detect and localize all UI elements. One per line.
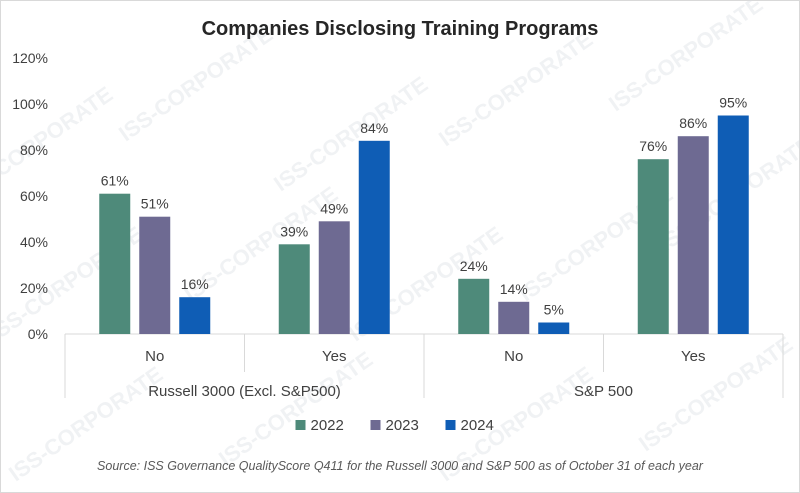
data-label: 49% <box>320 200 348 216</box>
legend-swatch <box>295 420 306 430</box>
axes: 0% 20% 40% 60% 80% 100% 120% Russell 3000 (Excl… <box>12 50 784 400</box>
bar <box>139 216 171 334</box>
bar <box>717 115 749 334</box>
chart-title: Companies Disclosing Training Programs <box>202 18 599 40</box>
y-tick-label: 40% <box>20 234 48 250</box>
data-label: 76% <box>639 138 667 154</box>
data-label: 5% <box>544 302 564 318</box>
bar <box>179 297 211 334</box>
y-tick-label: 120% <box>12 50 48 66</box>
category-label: Yes <box>681 348 705 365</box>
legend-label: 2023 <box>386 417 419 434</box>
legend: 2022 2023 2024 <box>295 417 494 434</box>
bar <box>637 159 669 334</box>
y-tick-label: 60% <box>20 188 48 204</box>
y-tick-label: 80% <box>20 142 48 158</box>
group-label: Russell 3000 (Excl. S&P500) <box>148 383 341 400</box>
data-label: 14% <box>500 281 528 297</box>
y-tick-label: 20% <box>20 280 48 296</box>
watermark-text: ISS-CORPORATE <box>114 22 277 147</box>
watermark-text: ISS-CORPORATE <box>434 27 597 152</box>
watermark-text: ISS-CORPORATE <box>269 72 432 197</box>
watermark-text: ISS-CORPORATE <box>214 347 377 472</box>
legend-label: 2024 <box>461 417 494 434</box>
data-label: 39% <box>280 223 308 239</box>
bar <box>498 301 530 334</box>
category-label: No <box>145 348 164 365</box>
category-label: Yes <box>322 348 346 365</box>
bar <box>318 221 350 334</box>
bar <box>538 322 570 334</box>
data-label: 61% <box>101 173 129 189</box>
data-label: 16% <box>181 276 209 292</box>
bar <box>358 140 390 334</box>
data-label: 51% <box>141 196 169 212</box>
legend-swatch <box>370 420 381 430</box>
bar <box>99 193 131 334</box>
watermark-text: ISS-CORPORATE <box>634 332 797 457</box>
data-label: 95% <box>719 95 747 111</box>
legend-label: 2022 <box>311 417 344 434</box>
category-label: No <box>504 348 523 365</box>
y-tick-label: 100% <box>12 96 48 112</box>
bar <box>458 278 490 334</box>
group-label: S&P 500 <box>574 383 633 400</box>
bar <box>677 136 709 334</box>
bar <box>278 244 310 334</box>
legend-swatch <box>445 420 456 430</box>
data-label: 24% <box>460 258 488 274</box>
data-label: 84% <box>360 120 388 136</box>
y-tick-label: 0% <box>28 326 48 342</box>
source-note: Source: ISS Governance QualityScore Q411… <box>97 459 704 473</box>
data-label: 86% <box>679 115 707 131</box>
bars: 61% 51% 16% 39% 49% 84% 24% 14% 5% 76% 86% 95% <box>99 95 749 334</box>
